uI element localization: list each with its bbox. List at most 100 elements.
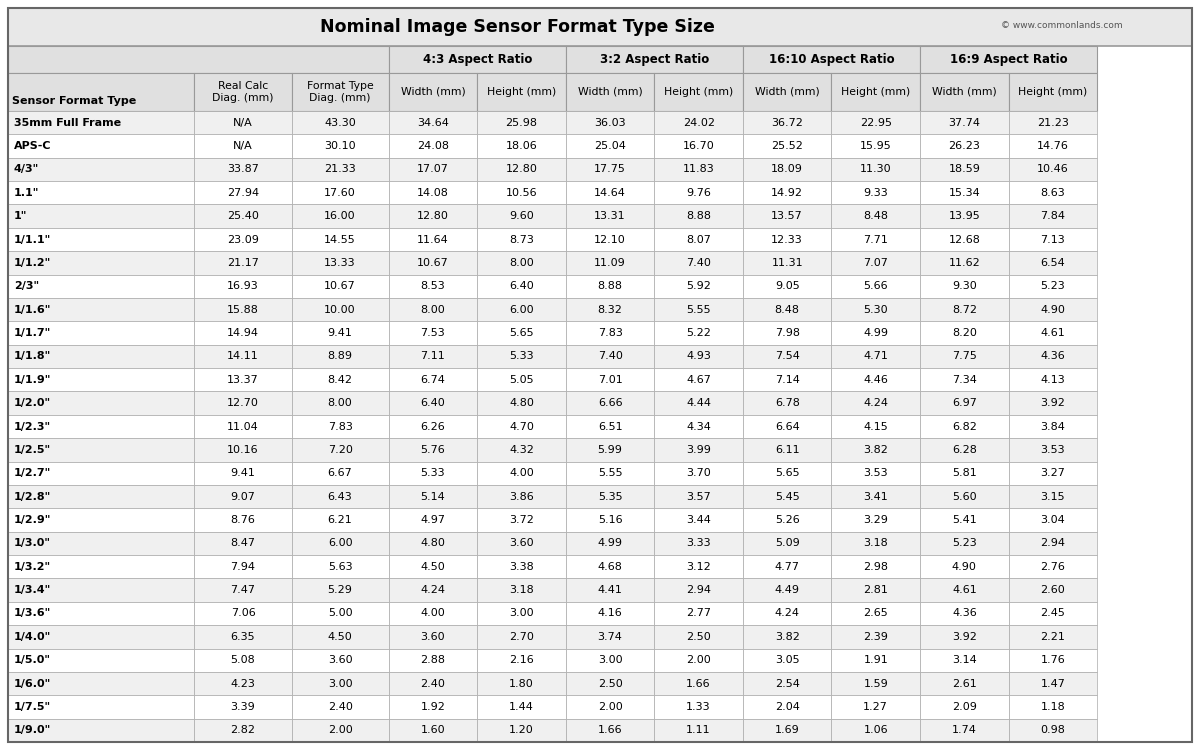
Bar xyxy=(8,368,194,392)
Bar xyxy=(565,485,654,508)
Text: 13.57: 13.57 xyxy=(772,211,803,221)
Bar xyxy=(1008,438,1097,461)
Text: 5.99: 5.99 xyxy=(598,445,623,454)
Bar xyxy=(920,205,1008,228)
Text: 7.53: 7.53 xyxy=(420,328,445,338)
Bar xyxy=(1008,274,1097,298)
Bar xyxy=(654,205,743,228)
Text: 4.23: 4.23 xyxy=(230,679,256,688)
Bar xyxy=(565,368,654,392)
Text: 5.22: 5.22 xyxy=(686,328,712,338)
Text: 13.95: 13.95 xyxy=(948,211,980,221)
Text: 10.56: 10.56 xyxy=(505,188,538,198)
Bar xyxy=(478,368,565,392)
Text: 9.60: 9.60 xyxy=(509,211,534,221)
Text: 4:3 Aspect Ratio: 4:3 Aspect Ratio xyxy=(422,53,532,66)
Bar xyxy=(389,626,478,649)
Text: 4/3": 4/3" xyxy=(14,164,40,175)
Text: 15.95: 15.95 xyxy=(860,141,892,151)
Bar xyxy=(565,134,654,158)
Text: 8.00: 8.00 xyxy=(509,258,534,268)
Text: 14.76: 14.76 xyxy=(1037,141,1069,151)
Bar xyxy=(478,205,565,228)
Bar xyxy=(292,649,389,672)
Bar xyxy=(389,578,478,602)
Bar xyxy=(832,73,920,111)
Bar xyxy=(389,509,478,532)
Bar xyxy=(1008,532,1097,555)
Text: 2.98: 2.98 xyxy=(863,562,888,572)
Bar xyxy=(389,602,478,625)
Text: 8.47: 8.47 xyxy=(230,538,256,548)
Bar xyxy=(920,228,1008,251)
Bar xyxy=(292,555,389,578)
Bar xyxy=(389,345,478,368)
Bar xyxy=(478,415,565,438)
Bar xyxy=(920,555,1008,578)
Text: © www.commonlands.com: © www.commonlands.com xyxy=(1001,20,1122,29)
Bar xyxy=(1008,345,1097,368)
Text: 9.76: 9.76 xyxy=(686,188,712,198)
Text: 4.68: 4.68 xyxy=(598,562,623,572)
Bar xyxy=(654,485,743,508)
Bar xyxy=(389,181,478,205)
Bar xyxy=(920,321,1008,345)
Text: 2.09: 2.09 xyxy=(952,702,977,712)
Bar xyxy=(565,345,654,368)
Text: 6.40: 6.40 xyxy=(509,281,534,291)
Bar xyxy=(654,298,743,321)
Text: 3.84: 3.84 xyxy=(1040,422,1066,431)
Text: 7.98: 7.98 xyxy=(775,328,799,338)
Bar xyxy=(565,718,654,742)
Text: 24.08: 24.08 xyxy=(416,141,449,151)
Text: 1.33: 1.33 xyxy=(686,702,710,712)
Bar xyxy=(920,73,1008,111)
Text: 8.48: 8.48 xyxy=(863,211,888,221)
Text: 5.92: 5.92 xyxy=(686,281,712,291)
Bar xyxy=(389,298,478,321)
Bar xyxy=(478,649,565,672)
Bar xyxy=(832,368,920,392)
Bar xyxy=(920,111,1008,134)
Bar xyxy=(1008,461,1097,485)
Bar xyxy=(743,695,832,718)
Text: 4.77: 4.77 xyxy=(775,562,799,572)
Bar xyxy=(920,578,1008,602)
Bar xyxy=(8,392,194,415)
Bar xyxy=(832,626,920,649)
Text: 5.55: 5.55 xyxy=(598,468,623,478)
Text: 6.78: 6.78 xyxy=(775,398,799,408)
Text: 7.34: 7.34 xyxy=(952,375,977,385)
Bar xyxy=(8,602,194,625)
Text: 3.18: 3.18 xyxy=(863,538,888,548)
Bar xyxy=(292,134,389,158)
Bar xyxy=(832,321,920,345)
Text: 5.23: 5.23 xyxy=(952,538,977,548)
Bar xyxy=(1008,509,1097,532)
Bar xyxy=(743,205,832,228)
Text: 4.46: 4.46 xyxy=(863,375,888,385)
Bar xyxy=(1008,158,1097,181)
Bar xyxy=(832,298,920,321)
Text: 25.52: 25.52 xyxy=(772,141,803,151)
Text: 1/1.2": 1/1.2" xyxy=(14,258,52,268)
Text: 5.23: 5.23 xyxy=(1040,281,1066,291)
Text: 8.72: 8.72 xyxy=(952,304,977,315)
Text: APS-C: APS-C xyxy=(14,141,52,151)
Text: 7.75: 7.75 xyxy=(952,352,977,362)
Bar xyxy=(292,73,389,111)
Bar xyxy=(654,718,743,742)
Text: 1/2.0": 1/2.0" xyxy=(14,398,52,408)
Text: 4.24: 4.24 xyxy=(420,585,445,595)
Text: 2.04: 2.04 xyxy=(775,702,799,712)
Bar xyxy=(8,321,194,345)
Text: 3.38: 3.38 xyxy=(509,562,534,572)
Bar xyxy=(654,73,743,111)
Bar xyxy=(194,509,292,532)
Text: 0.98: 0.98 xyxy=(1040,725,1066,735)
Bar xyxy=(8,626,194,649)
Bar xyxy=(654,134,743,158)
Bar xyxy=(292,321,389,345)
Text: 3.14: 3.14 xyxy=(952,656,977,665)
Bar xyxy=(920,274,1008,298)
